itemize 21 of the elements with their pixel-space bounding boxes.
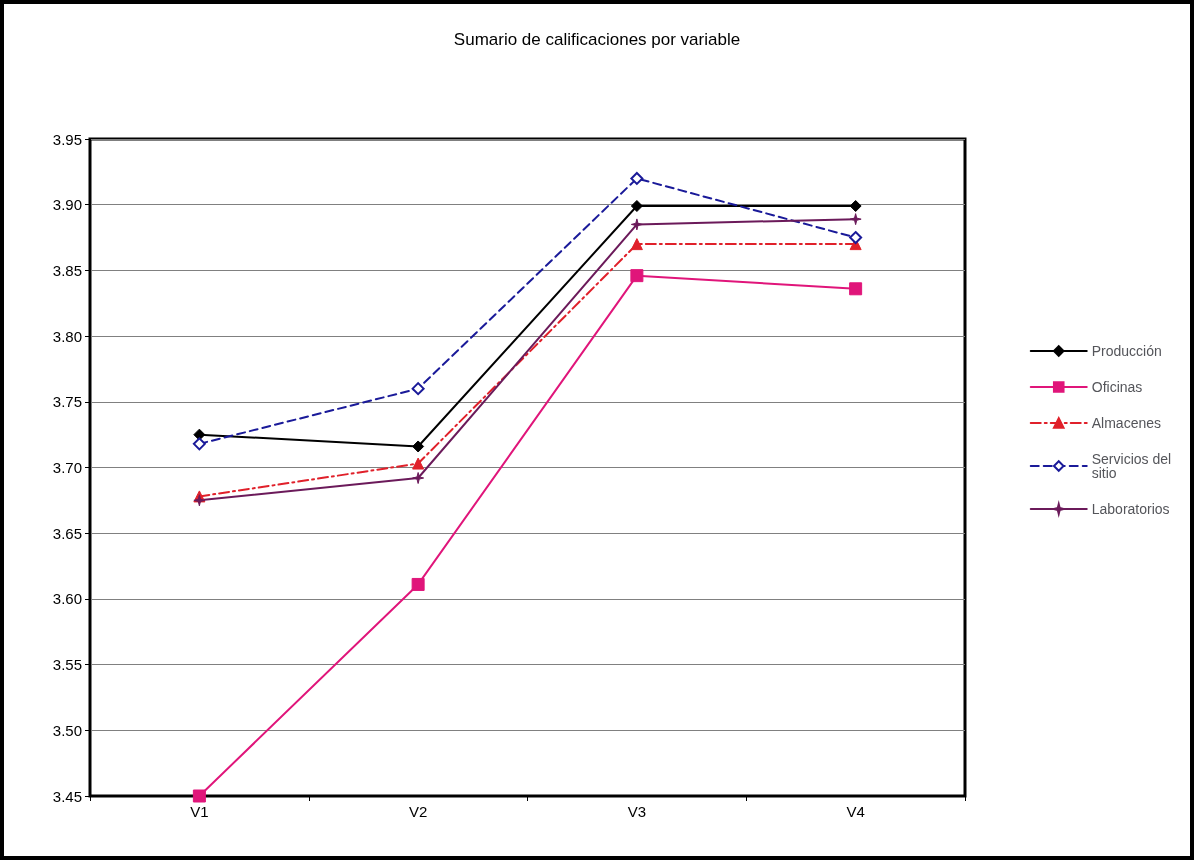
x-tick-label: V3 — [627, 803, 647, 820]
y-tick-label: 3.85 — [52, 261, 82, 279]
legend-label: Producción — [1091, 343, 1162, 359]
y-tick-label: 3.60 — [52, 590, 82, 608]
y-tick-label: 3.45 — [52, 787, 82, 805]
legend-label: Oficinas — [1091, 379, 1143, 395]
legend-label: Servicios del sitio — [1091, 451, 1176, 481]
legend-label: Laboratorios — [1091, 501, 1170, 517]
x-tick-label: V1 — [190, 803, 209, 820]
y-tick-label: 3.50 — [52, 721, 82, 739]
y-tick-label: 3.55 — [52, 656, 82, 674]
legend-label: Almacenes — [1091, 415, 1162, 431]
y-tick-label: 3.95 — [52, 130, 82, 148]
y-tick-label: 3.75 — [52, 393, 82, 411]
chart-title: Sumario de calificaciones por variable — [453, 30, 741, 49]
y-tick-label: 3.90 — [52, 196, 82, 214]
y-tick-label: 3.70 — [52, 459, 82, 476]
x-tick-label: V2 — [408, 803, 428, 820]
y-tick-label: 3.80 — [52, 327, 82, 345]
y-tick-label: 3.65 — [52, 524, 82, 542]
x-tick-label: V4 — [846, 803, 865, 820]
